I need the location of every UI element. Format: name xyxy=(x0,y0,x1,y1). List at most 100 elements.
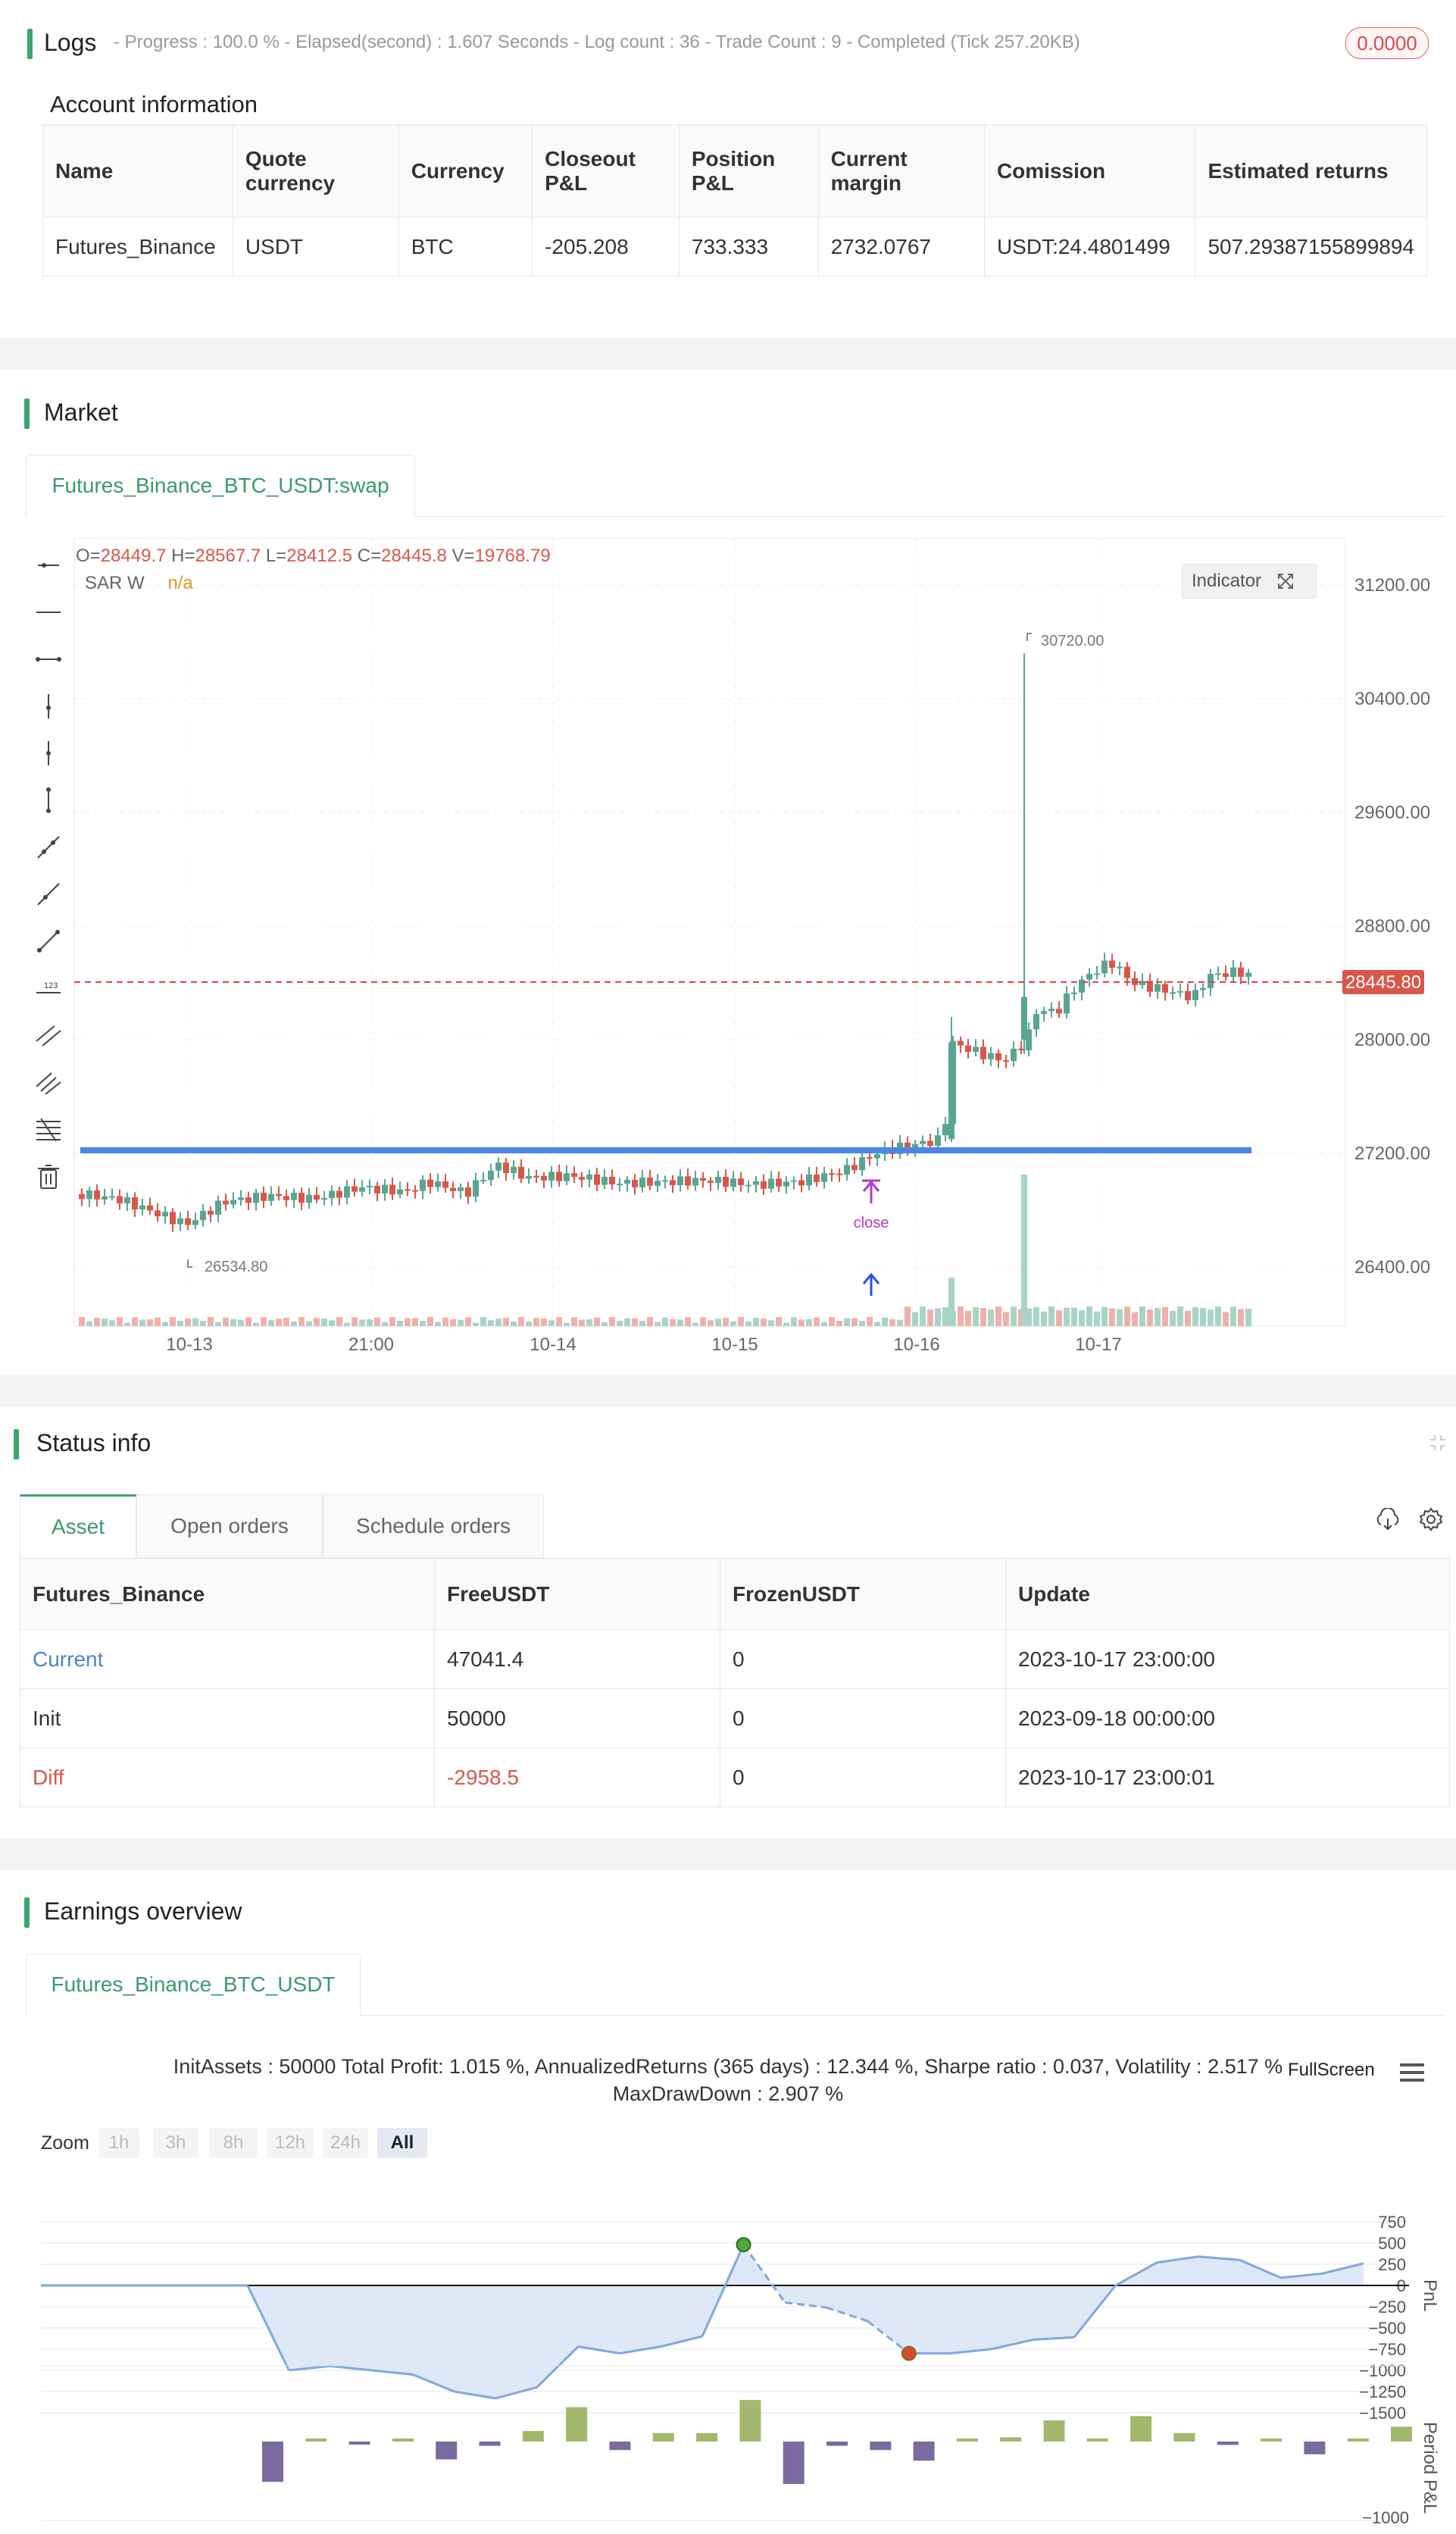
fullscreen-button[interactable]: FullScreen xyxy=(1288,2060,1375,2080)
candle-body xyxy=(753,1181,759,1185)
candle-body xyxy=(109,1196,115,1198)
ohlc-low: 28412.5 xyxy=(286,546,353,566)
volume-bar xyxy=(1079,1310,1085,1326)
tab-asset[interactable]: Asset xyxy=(20,1494,136,1558)
candle-body xyxy=(564,1173,570,1181)
volume-bar xyxy=(1215,1306,1221,1326)
volume-bar xyxy=(601,1322,608,1326)
candle-body xyxy=(556,1172,562,1181)
candle-body xyxy=(1048,1009,1055,1012)
cloud-download-icon[interactable] xyxy=(1374,1508,1401,1532)
segment-line-icon[interactable] xyxy=(33,926,64,956)
candle-body xyxy=(170,1212,176,1225)
volume-bar xyxy=(1230,1306,1236,1326)
volume-bar xyxy=(851,1318,858,1326)
candle-body xyxy=(1208,974,1214,988)
zoom-all-button[interactable]: All xyxy=(377,2128,427,2158)
candle-body xyxy=(776,1178,782,1187)
logs-status-badge[interactable]: 0.0000 xyxy=(1345,27,1429,59)
volume-bar xyxy=(359,1319,365,1326)
pnl-line-segment xyxy=(246,2285,290,2371)
candlestick-chart[interactable]: 31200.00 30400.00 29600.00 28800.00 28000.00… xyxy=(73,538,1444,1362)
volume-bar xyxy=(253,1322,259,1326)
volume-bar xyxy=(1021,1175,1027,1326)
volume-bar xyxy=(905,1306,911,1326)
volume-bar xyxy=(1162,1307,1168,1326)
parallel-channel-icon[interactable] xyxy=(33,1020,64,1050)
current-price-tag xyxy=(1342,970,1424,994)
horizontal-ray-icon[interactable] xyxy=(33,550,64,580)
fibonacci-retracement-icon[interactable] xyxy=(33,1114,64,1144)
account-cell: 733.333 xyxy=(678,217,819,277)
logs-accent-bar xyxy=(27,29,33,59)
volume-bar xyxy=(1071,1307,1077,1326)
asset-cell: 2023-10-17 23:00:00 xyxy=(1005,1629,1450,1689)
market-symbol-tab[interactable]: Futures_Binance_BTC_USDT:swap xyxy=(26,455,415,517)
zoom-24h-button[interactable]: 24h xyxy=(323,2128,368,2158)
ray-line-icon[interactable] xyxy=(33,879,64,909)
candle-body xyxy=(791,1180,797,1182)
candle-body xyxy=(306,1194,312,1203)
volume-bar xyxy=(1154,1308,1161,1326)
horizontal-segment-icon[interactable] xyxy=(33,644,64,674)
volume-bar xyxy=(836,1320,842,1326)
candle-body xyxy=(420,1179,426,1191)
tab-schedule-orders[interactable]: Schedule orders xyxy=(323,1494,544,1558)
fibonacci-channel-icon[interactable] xyxy=(33,1067,64,1097)
trend-line-icon[interactable] xyxy=(33,832,64,862)
price-label-icon[interactable]: 123 xyxy=(33,973,64,1003)
candle-body xyxy=(102,1196,108,1200)
period-pnl-bar xyxy=(956,2439,978,2442)
trash-icon[interactable] xyxy=(33,1161,64,1191)
collapse-icon[interactable] xyxy=(1427,1432,1448,1453)
market-tab-underline xyxy=(415,516,1445,517)
zoom-1h-button[interactable]: 1h xyxy=(98,2128,139,2158)
asset-table: Futures_Binance FreeUSDT FrozenUSDT Upda… xyxy=(20,1558,1450,1807)
volume-bar xyxy=(1117,1309,1123,1326)
volume-bar xyxy=(700,1317,706,1326)
volume-bar xyxy=(1109,1308,1115,1326)
volume-bar xyxy=(753,1318,759,1326)
market-accent-bar xyxy=(24,399,30,429)
volume-bar xyxy=(844,1318,850,1326)
candle-body xyxy=(117,1196,123,1204)
expand-icon[interactable] xyxy=(1276,572,1295,590)
period-pnl-bar xyxy=(1217,2442,1239,2445)
menu-icon[interactable] xyxy=(1398,2061,1426,2084)
vertical-line-icon[interactable] xyxy=(33,738,64,768)
volume-bar xyxy=(988,1309,994,1326)
candle-body xyxy=(147,1205,153,1211)
settings-gear-icon[interactable] xyxy=(1418,1506,1444,1532)
account-col-margin: Current margin xyxy=(817,124,985,217)
indicator-button[interactable]: Indicator xyxy=(1182,564,1317,599)
period-pnl-bar xyxy=(1347,2439,1369,2442)
vertical-ray-icon[interactable] xyxy=(33,691,64,721)
period-pnl-bar xyxy=(479,2442,501,2446)
horizontal-line-icon[interactable] xyxy=(33,597,64,627)
price-tick-label: 29600.00 xyxy=(1354,802,1430,823)
indicator-button-label: Indicator xyxy=(1192,571,1262,591)
volume-bar xyxy=(1139,1306,1145,1326)
candle-body xyxy=(1071,992,1077,994)
zoom-12h-button[interactable]: 12h xyxy=(267,2128,314,2158)
ohlc-legend: O=28449.7 H=28567.7 L=28412.5 C=28445.8 … xyxy=(76,546,551,567)
volume-bar xyxy=(662,1317,668,1326)
candle-body xyxy=(367,1185,373,1187)
period-pnl-bar xyxy=(522,2431,544,2442)
zoom-8h-button[interactable]: 8h xyxy=(209,2128,258,2158)
volume-bar xyxy=(586,1319,592,1326)
candle-body xyxy=(192,1220,198,1225)
volume-bar xyxy=(571,1317,577,1326)
vertical-segment-icon[interactable] xyxy=(33,785,64,815)
candle-body xyxy=(768,1178,774,1189)
volume-bar xyxy=(208,1317,214,1326)
account-col-returns: Estimated returns xyxy=(1195,124,1427,217)
candle-body xyxy=(526,1175,532,1179)
candle-body xyxy=(867,1157,873,1159)
candle-body xyxy=(715,1176,721,1184)
tab-open-orders[interactable]: Open orders xyxy=(136,1494,323,1558)
zoom-3h-button[interactable]: 3h xyxy=(153,2128,198,2158)
candle-body xyxy=(995,1053,1001,1061)
earnings-symbol-tab[interactable]: Futures_Binance_BTC_USDT xyxy=(26,1954,361,2016)
